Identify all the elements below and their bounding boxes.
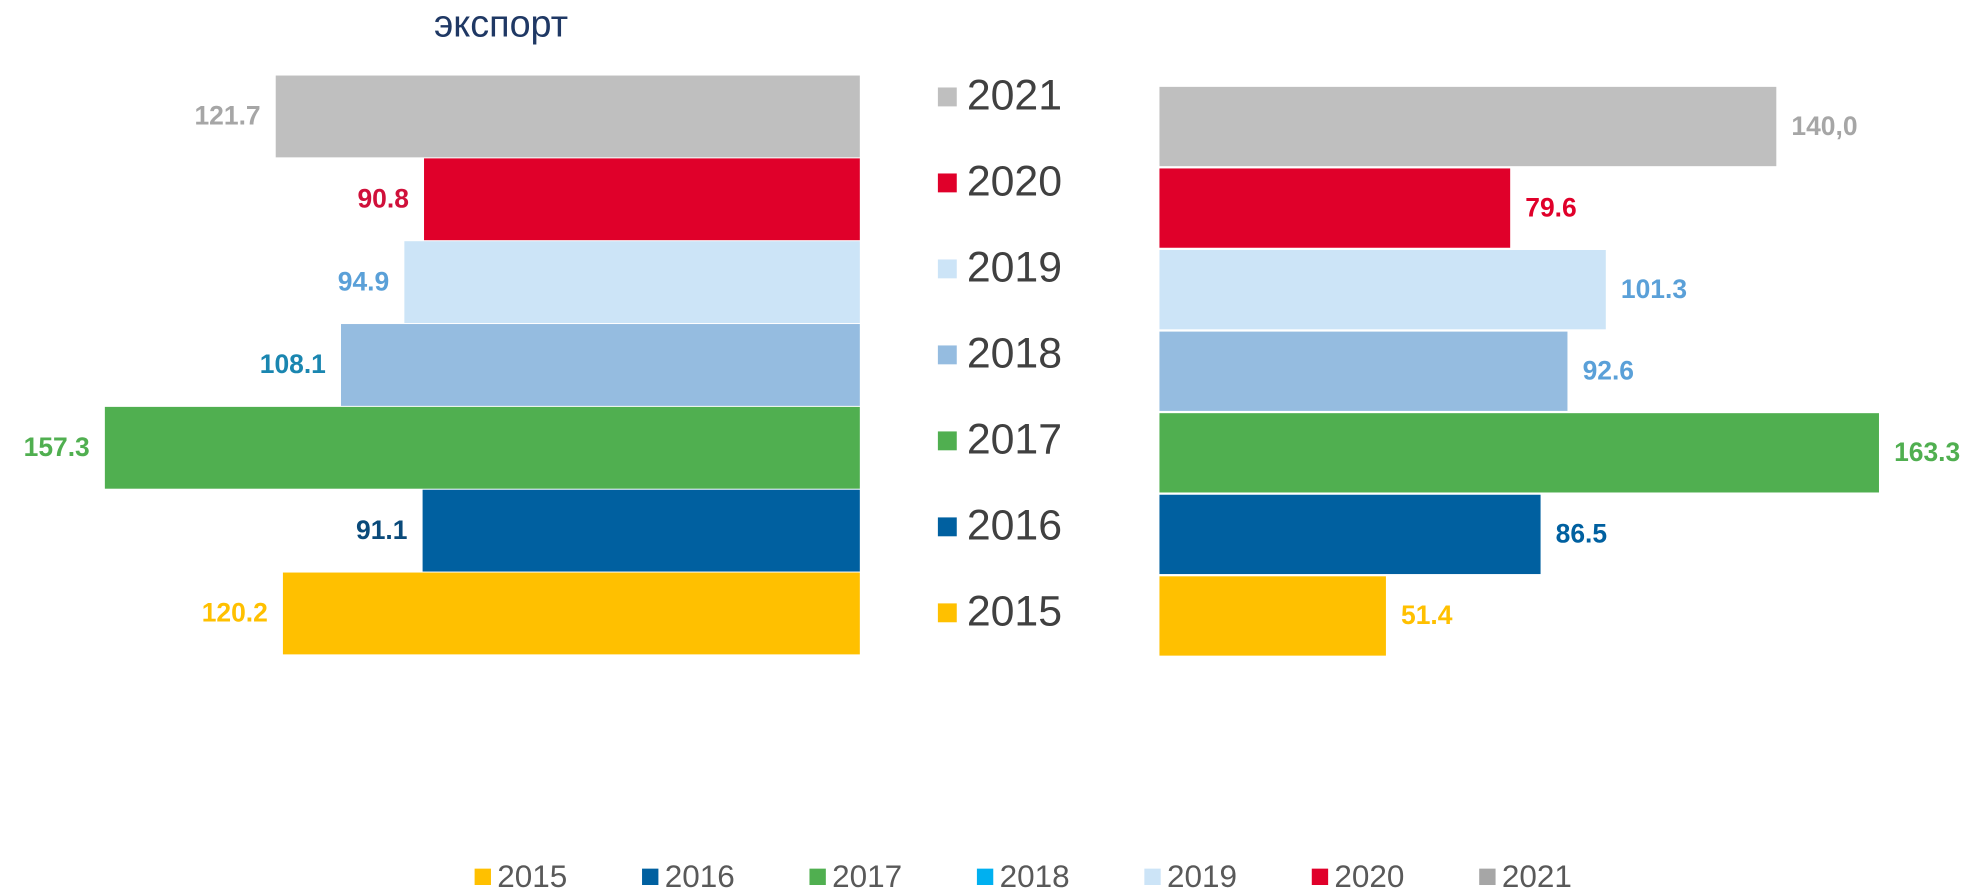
bar — [1159, 86, 1777, 167]
legend-label: 2016 — [967, 501, 1062, 549]
data-label: 101.3 — [1621, 274, 1687, 304]
legend-label: 2019 — [1167, 859, 1237, 892]
legend-label: 2020 — [967, 157, 1062, 205]
bar — [1159, 168, 1511, 248]
legend-swatch — [937, 259, 957, 279]
legend-label: 2018 — [967, 329, 1062, 377]
bar — [340, 324, 860, 406]
legend-swatch — [937, 431, 957, 451]
legend-swatch — [474, 868, 491, 886]
legend-swatch — [1479, 868, 1496, 886]
data-label: 120.2 — [202, 598, 268, 628]
data-label: 94.9 — [338, 266, 389, 296]
bar — [422, 489, 860, 572]
legend-label: 2021 — [967, 72, 1062, 120]
data-label: 90.8 — [357, 184, 408, 214]
bar — [1159, 250, 1606, 330]
bar — [1159, 494, 1541, 575]
legend-swatch — [976, 868, 994, 886]
legend-label: 2019 — [967, 243, 1062, 291]
legend-label: 2021 — [1502, 859, 1572, 892]
legend-label: 2017 — [967, 415, 1062, 463]
legend-swatch — [937, 517, 957, 537]
legend-swatch — [642, 868, 659, 886]
data-label: 91.1 — [356, 515, 407, 545]
legend-label: 2015 — [497, 859, 567, 892]
data-label: 92.6 — [1583, 355, 1634, 385]
legend-swatch — [937, 87, 957, 107]
legend-swatch — [809, 868, 826, 886]
legend-label: 2020 — [1334, 859, 1404, 892]
data-label: 157.3 — [24, 432, 90, 462]
legend-swatch — [937, 603, 957, 623]
data-label: 163.3 — [1894, 437, 1960, 467]
legend-swatch — [1311, 868, 1329, 886]
data-label: 108.1 — [260, 349, 326, 379]
data-label: 140,0 — [1791, 111, 1857, 141]
bar — [1159, 413, 1879, 493]
legend-swatch — [937, 345, 957, 365]
data-label: 79.6 — [1525, 192, 1576, 222]
legend-label: 2015 — [967, 587, 1062, 635]
bar — [282, 572, 860, 655]
legend-label: 2016 — [665, 859, 735, 892]
chart-title: экспорт — [434, 3, 568, 45]
bar — [104, 406, 860, 489]
legend-label: 2018 — [1000, 859, 1070, 892]
bar — [275, 75, 860, 158]
data-label: 121.7 — [194, 101, 260, 131]
legend-swatch — [1144, 868, 1161, 886]
data-label: 86.5 — [1556, 519, 1607, 549]
bar — [1159, 576, 1386, 656]
data-label: 51.4 — [1401, 600, 1453, 630]
legend-swatch — [937, 173, 957, 193]
chart-body: экспорт 121.7 90.8 94.9 108.1 157.3 91.1 120.2… — [24, 3, 1961, 892]
legend-label: 2017 — [832, 859, 902, 892]
bar — [404, 241, 860, 324]
bar — [1159, 331, 1568, 411]
bar — [424, 158, 860, 241]
